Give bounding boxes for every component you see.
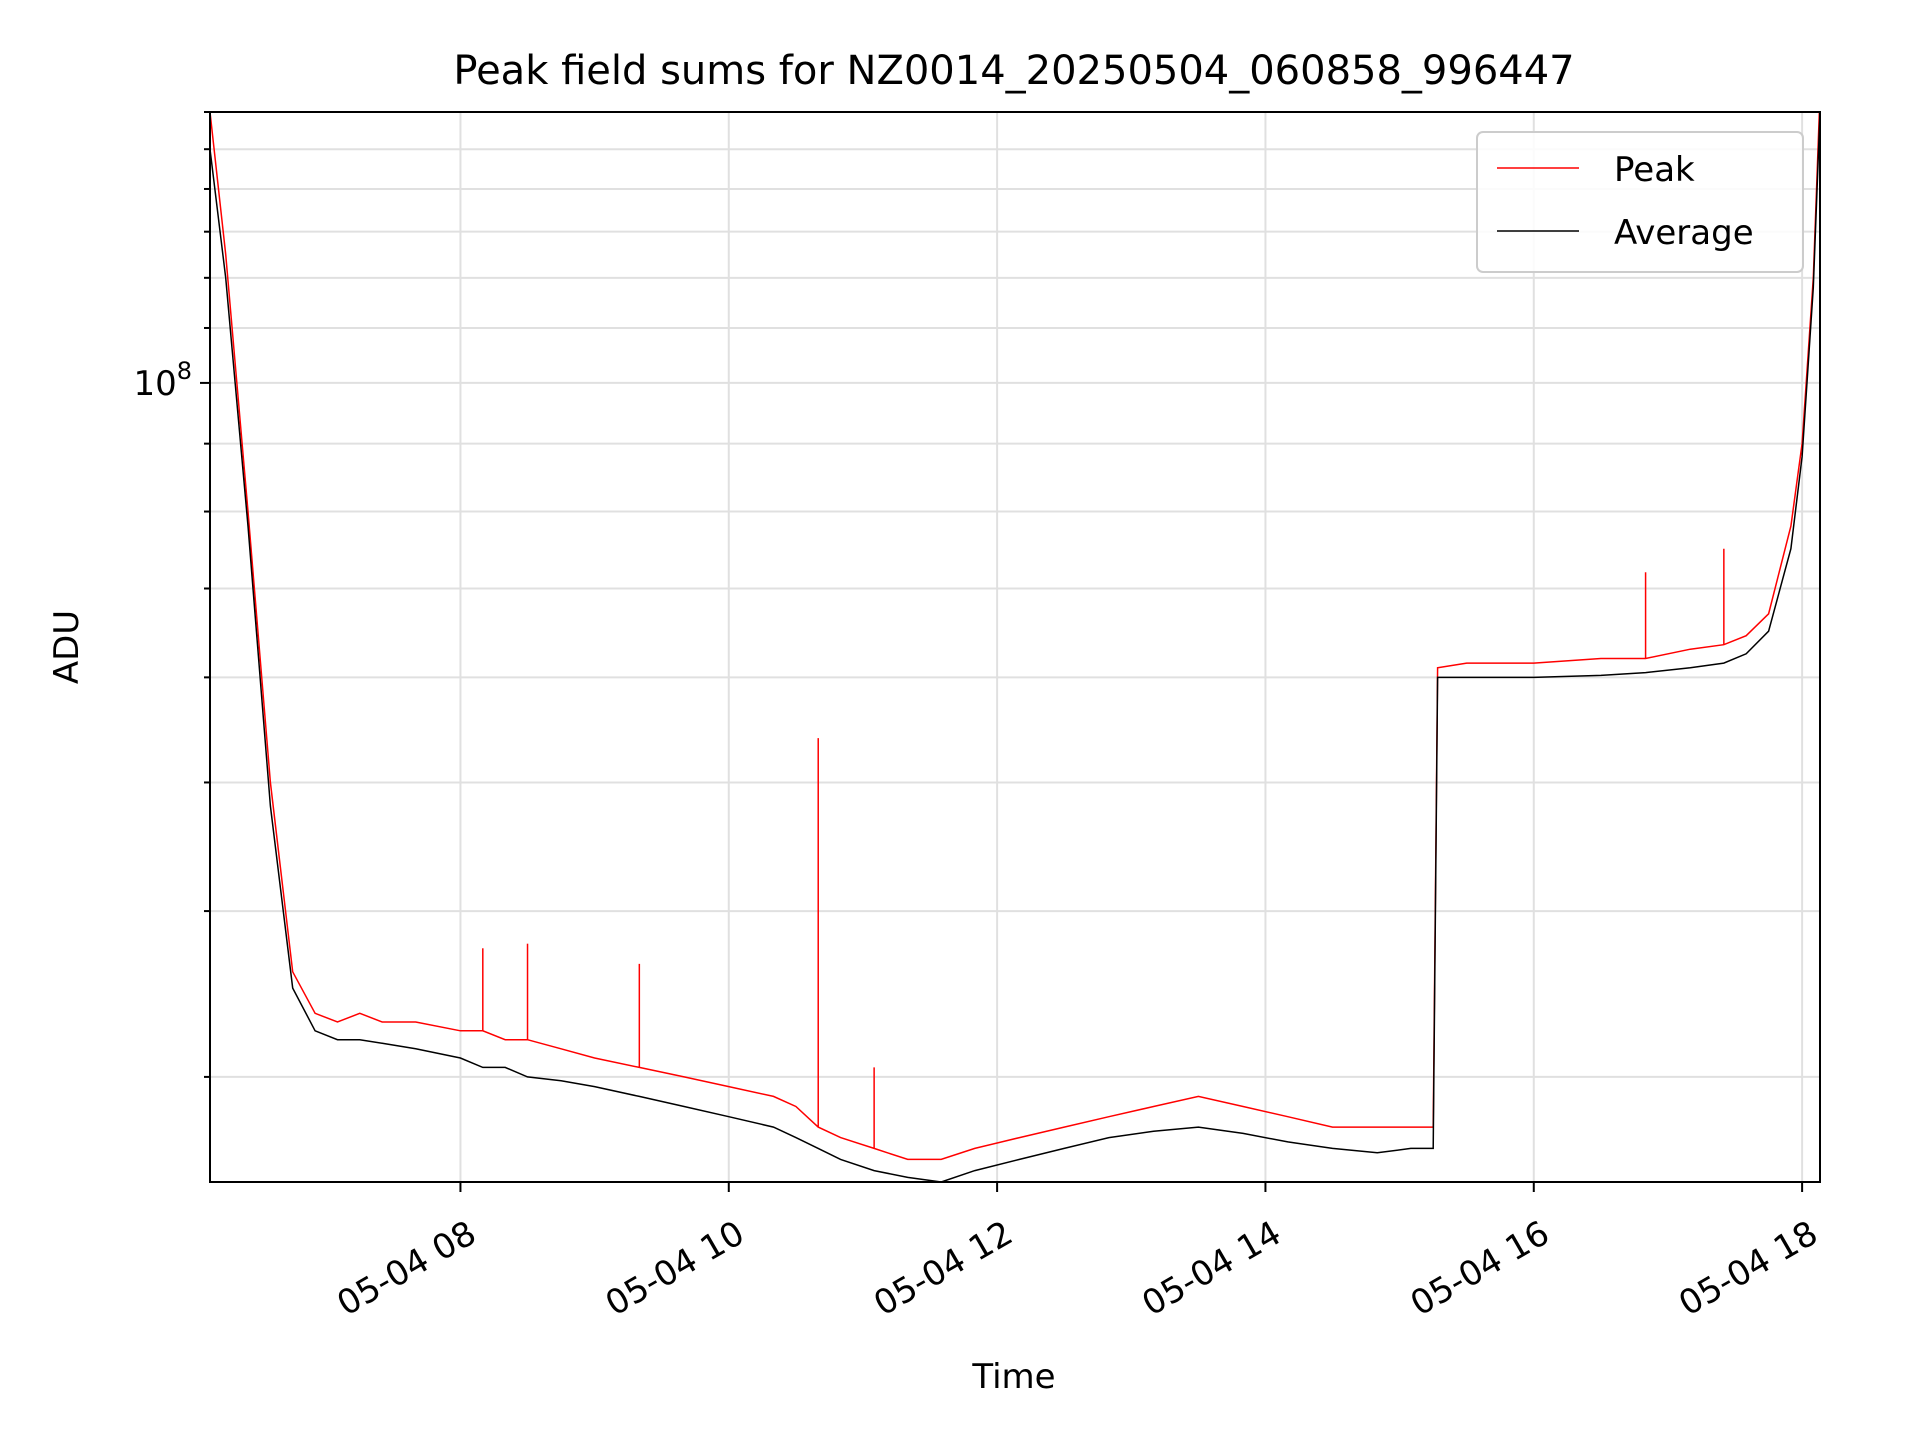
chart-title: Peak field sums for NZ0014_20250504_0608… <box>453 48 1574 94</box>
legend-label-peak: Peak <box>1614 150 1695 190</box>
series-line-peak <box>210 112 1820 1161</box>
series-line-average <box>210 112 1820 1182</box>
plot-frame <box>209 111 1821 1183</box>
y-tick-label: 108 <box>133 357 192 404</box>
series-layer <box>210 112 1820 1182</box>
legend-box <box>1476 131 1804 273</box>
y-axis-label: ADU <box>47 610 87 684</box>
legend: Peak Average <box>1476 131 1804 273</box>
x-axis-label: Time <box>971 1357 1055 1397</box>
y-axis-ticks: 108 <box>133 111 210 1078</box>
legend-label-average: Average <box>1614 213 1754 253</box>
